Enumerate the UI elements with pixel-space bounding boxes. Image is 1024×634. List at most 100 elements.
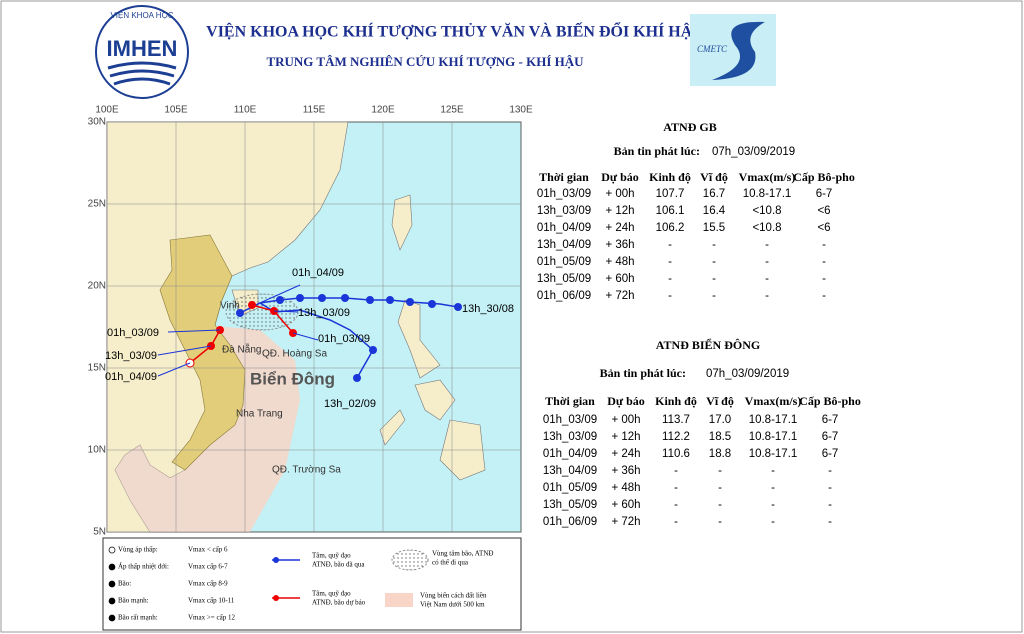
cell: - (771, 516, 775, 528)
column-header: Vmax(m/s) (739, 170, 796, 184)
cell: - (668, 273, 672, 285)
cell: - (674, 516, 678, 528)
cell: 13h_04/09 (537, 239, 591, 251)
issued-time: 07h_03/09/2019 (706, 368, 789, 380)
cell: - (822, 290, 826, 302)
legend: Vùng áp thấp: Vmax < cấp 6 Áp thấp nhiệt đ… (102, 537, 522, 631)
cell: 110.6 (662, 448, 690, 460)
past-points (236, 294, 462, 382)
legend-label: ATNĐ, bão dự báo (312, 599, 366, 607)
cell: + 36h (605, 239, 634, 251)
cell: - (765, 239, 769, 251)
cell: - (712, 273, 716, 285)
cell: - (828, 499, 832, 511)
lat-label: 15N (88, 363, 106, 374)
column-header: Thời gian (545, 394, 595, 408)
cell: + 24h (611, 448, 640, 460)
cell: 13h_05/09 (537, 273, 591, 285)
legend-label: Bão mạnh: (118, 597, 149, 605)
cell: + 12h (605, 205, 634, 217)
cell: + 48h (605, 256, 634, 268)
cell: - (674, 465, 678, 477)
cell: 01h_03/09 (537, 188, 591, 200)
cell: 13h_03/09 (543, 431, 597, 443)
track-label: 13h_03/09 (105, 350, 157, 362)
cell: - (718, 482, 722, 494)
legend-label: Vùng áp thấp: (118, 546, 158, 554)
lon-label: 115E (303, 105, 326, 116)
cell: - (828, 516, 832, 528)
cell: 01h_05/09 (543, 482, 597, 494)
leader (261, 284, 301, 303)
cell: <10.8 (752, 205, 781, 217)
legend-swatch (385, 593, 413, 607)
legend-label: Vmax < cấp 6 (188, 546, 228, 554)
coast-zone (115, 326, 300, 532)
cell: 112.2 (662, 431, 690, 443)
cell: + 60h (605, 273, 634, 285)
cell: - (822, 256, 826, 268)
legend-symbol (108, 597, 116, 605)
cell: 18.8 (709, 448, 731, 460)
column-header: Vĩ độ (700, 170, 728, 184)
table-title: ATNĐ GB (663, 120, 716, 134)
legend-symbol (108, 546, 116, 554)
column-header: Vĩ độ (706, 394, 734, 408)
logo-right: CMETC (690, 14, 776, 86)
legend-label: ATNĐ, bão đã qua (312, 561, 365, 569)
legend-swatch (273, 595, 279, 601)
place: Vinh (220, 301, 240, 312)
legend-symbol (108, 563, 116, 571)
table-title: ATNĐ BIỂN ĐÔNG (656, 337, 760, 352)
cell: 6-7 (822, 448, 839, 460)
cell: - (718, 465, 722, 477)
legend-label: Vùng biển cách đất liền (420, 592, 487, 600)
cell: - (712, 239, 716, 251)
cell: 01h_06/09 (537, 290, 591, 302)
legend-symbol (108, 614, 116, 622)
column-header: Kinh độ (655, 394, 697, 408)
track-label: 01h_03/09 (107, 327, 159, 339)
cell: 10.8-17.1 (749, 414, 798, 426)
legend-label: Tâm, quỹ đạo (312, 590, 351, 598)
cell: 01h_06/09 (543, 516, 597, 528)
cell: - (765, 273, 769, 285)
issued-time: 07h_03/09/2019 (712, 146, 795, 158)
cell: 6-7 (822, 431, 839, 443)
leader (167, 329, 221, 333)
cell: - (822, 273, 826, 285)
place: Đà Nẵng (222, 343, 261, 356)
cell: 6-7 (822, 414, 839, 426)
cell: - (712, 290, 716, 302)
philippines (379, 299, 486, 481)
cell: - (765, 256, 769, 268)
cell: 13h_03/09 (537, 205, 591, 217)
cell: 107.7 (656, 188, 685, 200)
cell: 113.7 (662, 414, 690, 426)
cell: + 12h (611, 431, 640, 443)
cell: <6 (817, 222, 830, 234)
legend-label: Bão: (118, 580, 131, 588)
legend-box (102, 537, 522, 631)
tables: ATNĐ GB Bản tin phát lúc: 07h_03/09/2019 Th… (537, 120, 861, 528)
legend-label: Việt Nam dưới 500 km (420, 601, 485, 609)
cell: - (668, 256, 672, 268)
taiwan (391, 194, 413, 251)
cell: - (674, 499, 678, 511)
cell: 18.5 (709, 431, 731, 443)
cell: + 00h (605, 188, 634, 200)
track-label: 01h_04/09 (105, 371, 157, 383)
cell: 01h_04/09 (537, 222, 591, 234)
column-header: Vmax(m/s) (745, 394, 802, 408)
cell: <6 (817, 205, 830, 217)
cell: + 36h (611, 465, 640, 477)
cell: + 24h (605, 222, 634, 234)
lon-label: 130E (509, 105, 533, 116)
logo-text: IMHEN (107, 36, 178, 61)
cell: 01h_05/09 (537, 256, 591, 268)
lon-label: 120E (371, 105, 395, 116)
column-header: Dự báo (607, 394, 645, 408)
cell: 15.5 (703, 222, 725, 234)
cell: - (718, 516, 722, 528)
